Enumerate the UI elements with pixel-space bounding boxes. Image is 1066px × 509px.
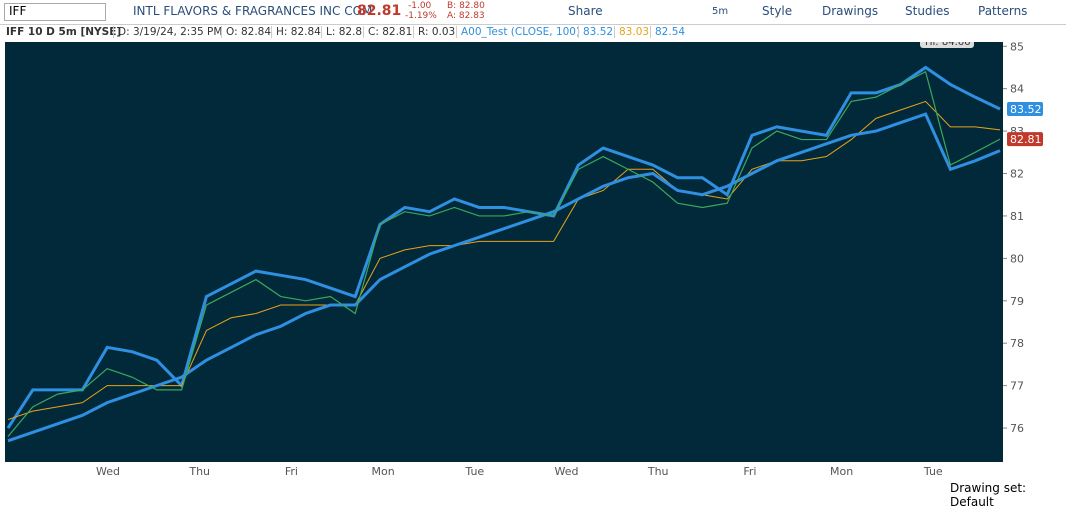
y-tick-label: 85 [1010,42,1024,53]
series-line [7,70,1001,437]
x-tick-label: Fri [743,465,756,478]
x-tick-label: Mon [371,465,394,478]
style-button[interactable]: Style [762,4,793,18]
price-badge [1007,132,1043,147]
studies-button[interactable]: Studies [905,4,950,18]
x-tick-label: Wed [96,465,120,478]
x-tick-label: Mon [830,465,853,478]
info-bar: IFF 10 D 5m [NYSE] D: 3/19/24, 2:35 PM O… [0,24,1066,42]
interval-button[interactable]: 5m [712,6,729,17]
y-tick-label: 76 [1010,422,1024,435]
y-tick-label: 82 [1010,168,1024,181]
info-symbol: IFF 10 D 5m [NYSE] [6,26,122,38]
change: -1.00 [408,1,432,11]
hi-bubble [920,42,974,48]
x-tick-label: Wed [555,465,579,478]
share-button[interactable]: Share [568,4,603,18]
footer: Drawing set: Default [0,478,1066,509]
hi-annotation: Hi: 84.66 [925,42,970,48]
y-tick-label: 80 [1010,252,1024,265]
price-badge [1007,102,1043,117]
info-low: L: 82.8 [321,26,362,38]
x-tick-label: Tue [923,465,943,478]
study-value: 82.54 [650,26,685,38]
series-line [7,100,1001,421]
bid: B: 82.80 [447,1,485,11]
price-badge-label: 83.52 [1010,103,1042,116]
y-tick-label: 78 [1010,337,1024,350]
drawing-set[interactable]: Drawing set: Default [950,481,1027,509]
plot-background [5,42,1003,462]
study-value: 83.52 [578,26,613,38]
y-tick-label: 77 [1010,380,1024,393]
info-date: D: 3/19/24, 2:35 PM [113,26,222,38]
drawings-button[interactable]: Drawings [822,4,879,18]
toolbar: IFF INTL FLAVORS & FRAGRANCES INC COM 82… [0,0,1066,25]
x-tick-label: Tue [464,465,484,478]
y-tick-label: 84 [1010,83,1024,96]
x-tick-label: Fri [285,465,298,478]
study-value: 83.03 [614,26,649,38]
y-tick-label: 79 [1010,295,1024,308]
x-tick-label: Thu [188,465,210,478]
series-line [7,112,1001,443]
price-badge-label: 82.81 [1010,133,1042,146]
series-line [6,65,1001,429]
info-close: C: 82.81 [363,26,412,38]
change-pct: -1.19% [405,11,437,21]
x-tick-label: Thu [647,465,669,478]
ask: A: 82.83 [447,11,485,21]
y-tick-label: 81 [1010,210,1024,223]
study-name: A00_Test (CLOSE, 100) [456,26,580,38]
info-range: R: 0.03 [413,26,455,38]
info-high: H: 82.84 [271,26,321,38]
patterns-button[interactable]: Patterns [978,4,1028,18]
symbol-box[interactable]: IFF [4,3,106,21]
company: INTL FLAVORS & FRAGRANCES INC COM [133,4,373,18]
last-price: 82.81 [357,3,402,19]
info-open: O: 82.84 [221,26,271,38]
